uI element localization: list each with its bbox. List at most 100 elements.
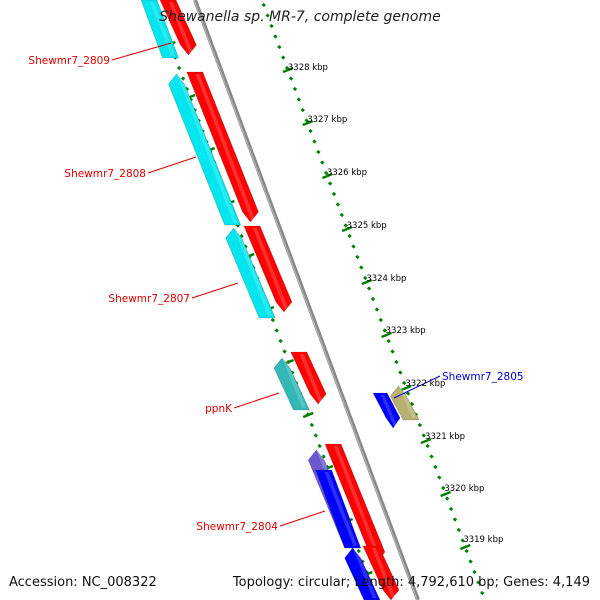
tick-dot bbox=[366, 286, 372, 291]
scale-label: 3325 kbp bbox=[347, 221, 387, 231]
genome-backbone bbox=[193, 0, 420, 600]
tick-dot bbox=[448, 506, 454, 512]
leader-line bbox=[111, 42, 172, 61]
label-leader-lines bbox=[111, 42, 441, 527]
tick-dot bbox=[398, 370, 403, 375]
tick-dot bbox=[312, 139, 317, 144]
tick-dot bbox=[331, 191, 337, 197]
tick-dot bbox=[409, 401, 415, 407]
reverse-cds-1 bbox=[168, 73, 242, 226]
tick-dot bbox=[441, 485, 446, 491]
reverse-cds-1-shade bbox=[177, 76, 238, 223]
tick-dot bbox=[452, 517, 458, 522]
scale-label: 3319 kbp bbox=[463, 535, 503, 545]
scale-label: 3320 kbp bbox=[444, 484, 484, 494]
scale-label: 3324 kbp bbox=[366, 274, 406, 284]
tick-dot bbox=[176, 65, 182, 71]
tick-dot bbox=[351, 244, 356, 249]
gene-label: Shewmr7_2805 bbox=[442, 371, 524, 383]
tick-dot bbox=[468, 559, 473, 564]
reverse-cds-0-shade bbox=[149, 2, 176, 56]
tick-dot bbox=[339, 212, 344, 218]
leader-line bbox=[191, 282, 239, 299]
gene-labels: Shewmr7_2809 Shewmr7_2808 Shewmr7_2807 ppnK… bbox=[28, 55, 523, 533]
tick-dot bbox=[359, 265, 364, 270]
reverse-cds-2-shade bbox=[234, 230, 272, 316]
reverse-cds-2 bbox=[225, 227, 276, 319]
tick-dot bbox=[456, 527, 462, 533]
tick-dot bbox=[378, 317, 383, 323]
map-title: Shewanella sp. MR-7, complete genome bbox=[159, 9, 441, 25]
gene-label: Shewmr7_2808 bbox=[64, 168, 146, 180]
forward-cds-0 bbox=[159, 0, 197, 56]
tick-dot bbox=[265, 13, 270, 18]
scale-label: 3326 kbp bbox=[327, 168, 367, 178]
tick-dot bbox=[402, 380, 407, 386]
tick-dot bbox=[464, 548, 469, 554]
tick-dot bbox=[282, 349, 287, 354]
tick-dot bbox=[309, 422, 315, 428]
tick-major bbox=[302, 119, 314, 127]
forward-cds-2 bbox=[243, 225, 293, 313]
forward-cds-3-shade bbox=[299, 354, 323, 402]
gene-label: Shewmr7_2809 bbox=[28, 55, 110, 67]
blue-feature-lower bbox=[344, 547, 381, 600]
tick-dot bbox=[273, 34, 278, 39]
tick-dot bbox=[261, 2, 266, 8]
tick-dot bbox=[394, 359, 399, 365]
tick-dot bbox=[480, 590, 485, 596]
forward-cds-4-shade bbox=[333, 446, 382, 560]
tick-major bbox=[341, 225, 353, 233]
tick-dot bbox=[296, 97, 302, 102]
leader-line bbox=[393, 375, 441, 399]
tick-dot bbox=[180, 76, 186, 81]
leader-line bbox=[233, 392, 280, 409]
forward-cds-1-shade bbox=[195, 74, 256, 220]
tick-dot bbox=[335, 202, 341, 207]
tick-dot bbox=[356, 548, 361, 554]
reverse-cds-3-shade bbox=[282, 360, 307, 408]
forward-cds-1 bbox=[186, 71, 259, 223]
tick-dot bbox=[444, 496, 450, 501]
tick-dot bbox=[421, 433, 426, 438]
tick-dot bbox=[278, 338, 283, 344]
tick-dot bbox=[321, 454, 326, 459]
tick-major bbox=[440, 490, 452, 498]
tick-major bbox=[400, 384, 412, 392]
tick-dot bbox=[313, 433, 318, 438]
tick-dot bbox=[405, 391, 411, 396]
gene-features bbox=[140, 0, 420, 600]
blue-feature-lower-shade bbox=[353, 550, 377, 598]
tick-dot bbox=[386, 338, 391, 344]
gene-label: ppnK bbox=[205, 403, 233, 415]
tick-major bbox=[302, 411, 314, 419]
tick-dot bbox=[355, 254, 360, 260]
scale-label: 3327 kbp bbox=[307, 115, 347, 125]
tick-dot bbox=[320, 160, 325, 165]
forward-cds-2-shade bbox=[252, 228, 289, 310]
tick-dot bbox=[382, 328, 387, 333]
tick-major bbox=[282, 66, 294, 74]
forward-cds-5 bbox=[362, 545, 400, 600]
tick-dot bbox=[417, 422, 423, 428]
tick-dot bbox=[274, 328, 279, 333]
tick-dot bbox=[316, 149, 321, 155]
tick-dot bbox=[317, 443, 322, 449]
tick-major bbox=[321, 172, 333, 180]
tick-dot bbox=[292, 86, 298, 92]
tick-dot bbox=[300, 107, 305, 113]
tick-dot bbox=[288, 76, 294, 81]
accession-text: Accession: NC_008322 bbox=[9, 575, 157, 590]
outer-olive-feature bbox=[390, 385, 420, 421]
tick-dot bbox=[370, 296, 376, 302]
blue-feature-shade bbox=[324, 472, 358, 546]
gene-label: Shewmr7_2804 bbox=[196, 521, 278, 533]
reverse-cds-3 bbox=[273, 357, 310, 411]
scale-labels: 3328 kbp 3327 kbp 3326 kbp 3325 kbp 3324 kbp… bbox=[288, 63, 503, 545]
tick-dot bbox=[460, 538, 465, 543]
tick-dot bbox=[281, 55, 286, 60]
tick-dot bbox=[374, 307, 380, 312]
tick-dot bbox=[363, 275, 368, 281]
tick-dot bbox=[390, 349, 395, 354]
